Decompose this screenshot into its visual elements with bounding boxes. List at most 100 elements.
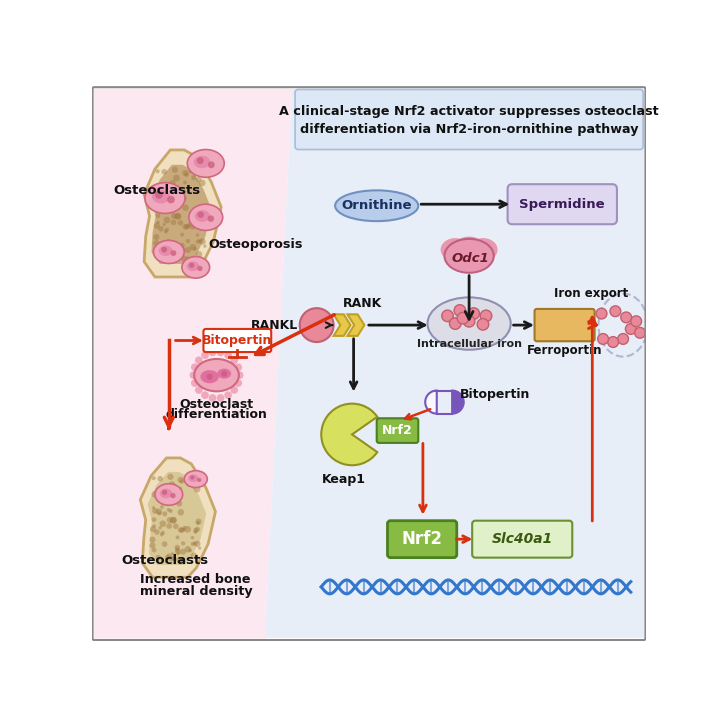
Circle shape (189, 263, 194, 268)
Circle shape (179, 480, 184, 484)
Circle shape (174, 212, 181, 220)
Circle shape (171, 552, 174, 556)
Wedge shape (321, 404, 377, 465)
Circle shape (188, 222, 192, 226)
Ellipse shape (160, 489, 172, 498)
Circle shape (196, 233, 199, 237)
Circle shape (182, 170, 189, 176)
Circle shape (235, 372, 243, 379)
Circle shape (182, 204, 189, 211)
Circle shape (167, 517, 173, 523)
Circle shape (161, 247, 167, 253)
Circle shape (152, 508, 158, 514)
Circle shape (162, 490, 167, 495)
Circle shape (199, 179, 206, 186)
Ellipse shape (153, 240, 184, 264)
Circle shape (153, 234, 159, 240)
Circle shape (300, 308, 333, 342)
Circle shape (197, 212, 204, 218)
Text: Osteoclasts: Osteoclasts (113, 184, 200, 197)
Circle shape (160, 253, 165, 259)
Circle shape (179, 487, 182, 490)
Circle shape (209, 394, 217, 402)
Circle shape (191, 552, 197, 559)
Circle shape (454, 305, 466, 316)
Circle shape (175, 495, 179, 499)
Circle shape (201, 351, 209, 359)
Polygon shape (265, 89, 644, 639)
Circle shape (621, 312, 631, 323)
Circle shape (184, 546, 191, 552)
Circle shape (198, 546, 202, 550)
Circle shape (168, 556, 174, 562)
Circle shape (195, 386, 203, 394)
Circle shape (191, 483, 197, 489)
Circle shape (162, 490, 167, 495)
Text: Bitopertin: Bitopertin (202, 334, 272, 347)
Ellipse shape (186, 261, 199, 271)
Ellipse shape (468, 238, 498, 261)
Circle shape (165, 228, 169, 232)
FancyBboxPatch shape (295, 89, 643, 150)
Circle shape (160, 498, 166, 505)
Circle shape (631, 316, 642, 327)
Circle shape (610, 306, 621, 317)
Text: Increased bone: Increased bone (140, 573, 250, 586)
Circle shape (480, 310, 492, 322)
Circle shape (171, 166, 178, 173)
Circle shape (442, 310, 454, 322)
Polygon shape (333, 315, 351, 336)
Text: Keap1: Keap1 (323, 473, 366, 486)
Circle shape (171, 220, 176, 225)
Circle shape (168, 509, 173, 513)
Wedge shape (452, 390, 464, 414)
Circle shape (198, 239, 202, 243)
Ellipse shape (189, 204, 222, 230)
Circle shape (184, 224, 189, 230)
Text: differentiation: differentiation (166, 408, 267, 421)
Circle shape (207, 215, 214, 222)
Circle shape (152, 547, 156, 552)
Circle shape (175, 545, 180, 550)
Ellipse shape (428, 297, 510, 350)
Circle shape (196, 177, 202, 182)
Circle shape (169, 180, 176, 186)
Circle shape (208, 161, 215, 168)
Circle shape (618, 333, 629, 344)
Circle shape (178, 527, 184, 533)
Circle shape (224, 351, 232, 359)
Text: Osteoporosis: Osteoporosis (209, 238, 303, 251)
Circle shape (171, 203, 175, 207)
Circle shape (164, 200, 168, 204)
Circle shape (196, 521, 200, 525)
Circle shape (197, 266, 202, 271)
Circle shape (161, 531, 165, 535)
Circle shape (156, 555, 161, 560)
Circle shape (152, 524, 156, 528)
Circle shape (169, 253, 174, 258)
Circle shape (209, 348, 217, 356)
Circle shape (183, 526, 186, 530)
Circle shape (160, 505, 164, 509)
Ellipse shape (187, 150, 224, 177)
Circle shape (156, 246, 161, 251)
Polygon shape (151, 165, 212, 264)
Ellipse shape (454, 237, 485, 260)
Circle shape (167, 508, 171, 512)
FancyBboxPatch shape (387, 521, 456, 557)
FancyBboxPatch shape (508, 184, 617, 224)
Circle shape (168, 481, 176, 488)
Circle shape (191, 541, 195, 546)
Circle shape (195, 518, 202, 525)
FancyBboxPatch shape (204, 329, 271, 352)
Circle shape (189, 169, 193, 174)
Circle shape (152, 476, 156, 480)
Circle shape (598, 333, 608, 344)
Circle shape (189, 222, 196, 230)
Circle shape (150, 526, 156, 532)
Circle shape (201, 391, 209, 399)
Circle shape (217, 394, 225, 402)
Circle shape (457, 312, 469, 324)
Circle shape (197, 478, 202, 482)
Circle shape (158, 526, 162, 529)
